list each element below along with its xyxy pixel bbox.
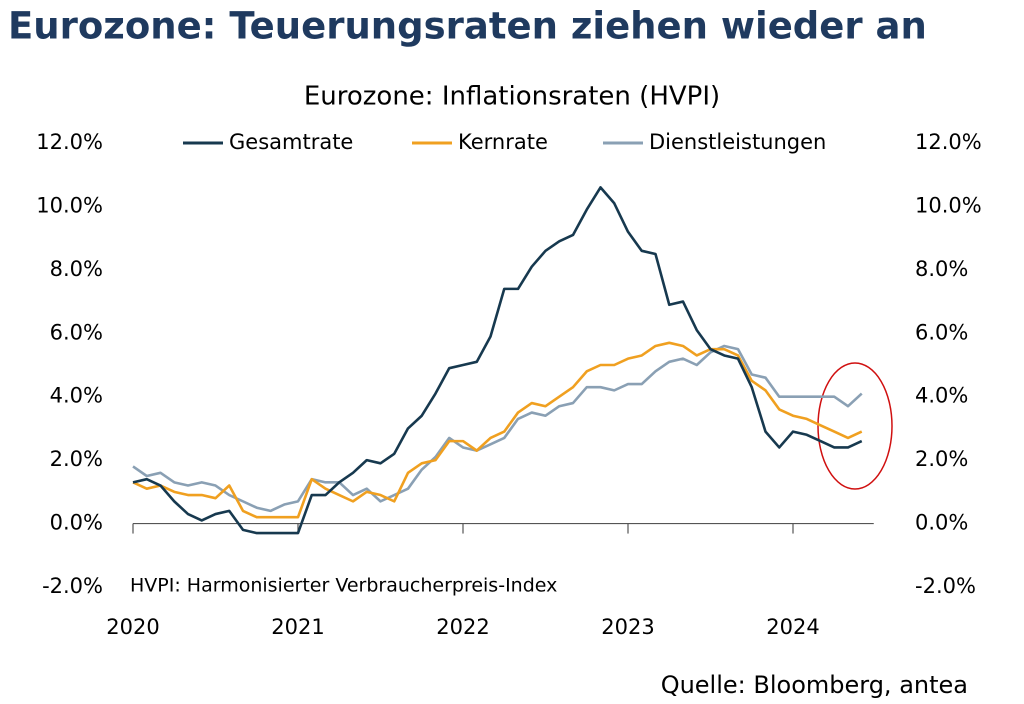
y-tick-label: 12.0% [36,130,103,154]
chart-title: Eurozone: Teuerungsraten ziehen wieder a… [8,5,927,48]
y-tick-label: 10.0% [36,193,103,217]
legend-label: Dienstleistungen [649,130,826,154]
legend-label: Gesamtrate [229,130,353,154]
y-tick-label: 4.0% [50,384,103,408]
chart-subtitle: Eurozone: Inflationsraten (HVPI) [304,82,720,112]
highlight-ellipse [817,362,893,490]
legend-label: Kernrate [458,130,548,154]
x-tick-label: 2023 [601,615,654,639]
chart-source: Quelle: Bloomberg, antea [661,671,968,699]
y2-tick-label: 0.0% [915,511,968,535]
y-tick-label: 8.0% [50,257,103,281]
series-line [132,186,863,535]
y2-tick-label: 10.0% [915,193,982,217]
y2-tick-label: 2.0% [915,447,968,471]
y-tick-label: -2.0% [42,574,103,598]
x-tick-label: 2020 [106,615,159,639]
y-tick-label: 6.0% [50,320,103,344]
y2-tick-label: 4.0% [915,384,968,408]
y2-tick-label: 6.0% [915,320,968,344]
x-tick-label: 2024 [766,615,819,639]
x-tick-label: 2022 [436,615,489,639]
chart-note: HVPI: Harmonisierter Verbraucherpreis-In… [130,575,557,597]
series-line [132,344,863,513]
y2-tick-label: 12.0% [915,130,982,154]
y-tick-label: 0.0% [50,511,103,535]
y2-tick-label: -2.0% [915,574,976,598]
x-tick-label: 2021 [271,615,324,639]
y-tick-label: 2.0% [50,447,103,471]
series-line [132,341,863,519]
y2-tick-label: 8.0% [915,257,968,281]
